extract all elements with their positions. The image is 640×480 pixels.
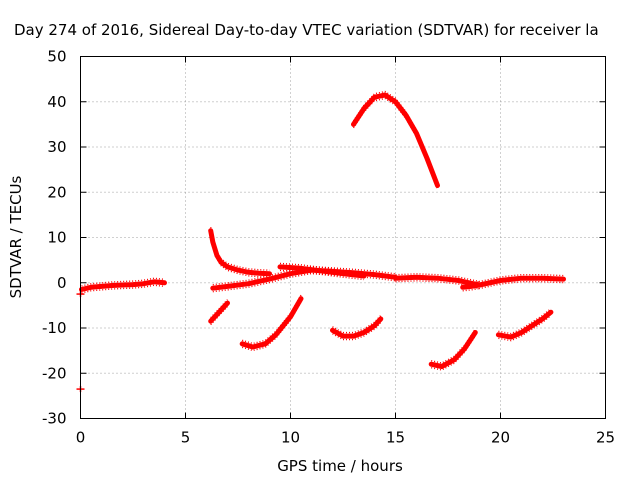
- series-arc-neg-12h: [330, 316, 384, 339]
- series-arc-neg-6h: [208, 300, 230, 324]
- series-arc-neg-20h: [495, 309, 554, 340]
- series-layer: [76, 90, 566, 393]
- x-tick-label: 5: [181, 429, 191, 447]
- series-marks-arc-baseline-early: [81, 284, 165, 294]
- series-marks-arc-neg-6h: [210, 299, 229, 319]
- grid: [80, 56, 606, 419]
- y-tick-label: 10: [47, 229, 66, 247]
- series-marks-arc-neg-20h: [498, 315, 552, 342]
- plot-frame: [80, 56, 606, 419]
- x-axis-label: GPS time / hours: [277, 457, 403, 475]
- series-arc-baseline-mid-b: [277, 264, 367, 279]
- x-tick-label: 10: [281, 429, 300, 447]
- series-marks-arc-neg-20h: [498, 308, 552, 335]
- y-tick-label: -20: [42, 364, 67, 382]
- series-marks-arc-baseline-mid-a: [212, 265, 396, 286]
- series-arc-neg-8h: [239, 296, 304, 350]
- series-marks-arc-neg-8h: [241, 301, 302, 352]
- x-tick-label: 25: [596, 429, 615, 447]
- x-tick-label: 15: [386, 429, 405, 447]
- y-tick-label: 40: [47, 93, 66, 111]
- y-tick-label: -30: [42, 410, 67, 428]
- series-marks-arc-neg-12h: [332, 314, 382, 334]
- series-marks-arc-baseline-mid-b: [279, 269, 365, 281]
- y-tick-label: 20: [47, 183, 66, 201]
- series-arc-low-18h: [460, 282, 482, 290]
- x-tick-label: 0: [76, 429, 86, 447]
- y-tick-label: 30: [47, 138, 66, 156]
- x-tick-labels: 0 5 10 15 20 25: [76, 429, 615, 447]
- y-tick-label: -10: [42, 319, 67, 337]
- y-axis-label: SDTVAR / TECUs: [7, 175, 25, 298]
- series-marks-arc-baseline-early: [81, 277, 165, 287]
- y-tick-label: 0: [57, 274, 67, 292]
- series-marks-arc-neg-12h: [332, 321, 382, 341]
- y-tick-labels: -30 -20 -10 0 10 20 30 40 50: [42, 48, 67, 428]
- series-arc-neg-17h: [428, 330, 478, 369]
- series-marks-arc-neg-8h: [241, 294, 302, 345]
- y-tick-label: 50: [47, 48, 66, 66]
- series-marks-arc-baseline-mid-b: [279, 262, 365, 274]
- ticks: [80, 56, 606, 419]
- series-marks-arc-hump-14h: [352, 90, 439, 183]
- series-arc-decay-6h: [208, 228, 272, 277]
- series-arc-baseline-early: [79, 279, 167, 292]
- series-arc-hump-14h: [351, 92, 440, 188]
- series-marks-arc-neg-6h: [210, 306, 229, 326]
- chart-title: Day 274 of 2016, Sidereal Day-to-day VTE…: [14, 21, 599, 39]
- series-marks-arc-hump-14h: [352, 97, 439, 190]
- x-tick-label: 20: [491, 429, 510, 447]
